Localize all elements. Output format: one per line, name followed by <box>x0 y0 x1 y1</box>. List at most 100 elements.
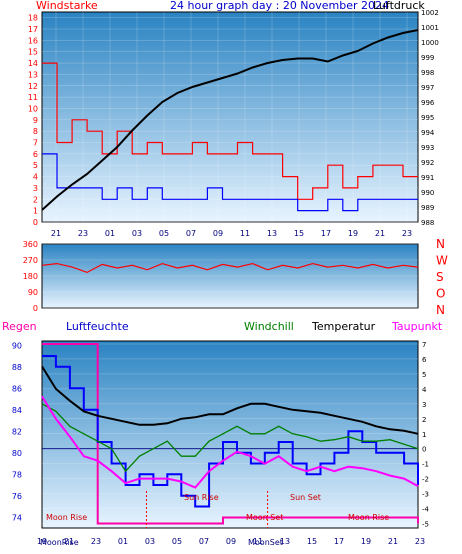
compass-label: O <box>436 287 445 301</box>
series-dewpoint <box>41 395 419 489</box>
y-right-tick: 990 <box>421 189 434 197</box>
series-wind-speed <box>42 153 418 212</box>
y-right-tick: 988 <box>421 219 434 227</box>
compass-label: S <box>436 270 444 284</box>
y-right-tick: 997 <box>421 84 434 92</box>
y-left-tick: 12 <box>28 82 38 91</box>
y-left-tick: 5 <box>33 161 38 170</box>
y-temp-tick: 4 <box>422 386 427 394</box>
y-left-tick: 18 <box>28 14 38 23</box>
series-wind-direction <box>41 262 419 274</box>
y-temp-tick: -1 <box>422 461 429 469</box>
y-temp-tick: 5 <box>422 371 426 379</box>
x-tick: 05 <box>172 537 182 546</box>
x-tick: 05 <box>159 229 169 238</box>
series-humidity <box>42 355 419 508</box>
x-tick: 21 <box>375 229 385 238</box>
y-left-tick: 13 <box>28 70 38 79</box>
y-left-tick: 9 <box>33 116 38 125</box>
y-right-tick: 989 <box>421 204 434 212</box>
y-temp-tick: 1 <box>422 431 426 439</box>
series-pressure <box>41 29 419 211</box>
y-left-tick: 16 <box>28 36 38 45</box>
y-humidity-tick: 80 <box>12 449 22 458</box>
x-tick: 01 <box>118 537 128 546</box>
series-title: Luftfeuchte <box>66 320 129 333</box>
y-humidity-tick: 82 <box>12 427 22 436</box>
y-humidity-tick: 88 <box>12 363 22 372</box>
annotation: Moon Set <box>246 513 283 522</box>
x-tick: 03 <box>145 537 155 546</box>
annotation: Moon Rise <box>348 513 389 522</box>
y-left-tick: 11 <box>28 93 38 102</box>
y-dir-tick: 90 <box>28 288 38 297</box>
y-temp-tick: 6 <box>422 356 427 364</box>
y-humidity-tick: 74 <box>12 513 22 522</box>
series-windchill <box>41 403 419 473</box>
moon-rise-label: MoonRise <box>40 538 79 547</box>
y-dir-tick: 270 <box>23 256 38 265</box>
series-temperature <box>41 365 419 435</box>
series-wind-gust <box>42 62 418 200</box>
x-tick: 19 <box>361 537 371 546</box>
x-tick: 11 <box>253 537 263 546</box>
windstarke-title: Windstarke <box>36 0 98 12</box>
y-temp-tick: 0 <box>422 446 426 454</box>
luftdruck-title: Luftdruck <box>373 0 425 12</box>
y-left-tick: 15 <box>28 48 38 57</box>
y-temp-tick: -2 <box>422 476 429 484</box>
x-tick: 21 <box>388 537 398 546</box>
y-right-tick: 992 <box>421 159 434 167</box>
x-tick: 23 <box>415 537 425 546</box>
y-right-tick: 994 <box>421 129 435 137</box>
y-left-tick: 1 <box>33 207 38 216</box>
compass-label: N <box>436 303 445 317</box>
x-tick: 11 <box>240 229 250 238</box>
series-title: Windchill <box>244 320 294 333</box>
x-tick: 03 <box>132 229 142 238</box>
y-humidity-tick: 90 <box>12 341 22 350</box>
y-left-tick: 8 <box>33 127 38 136</box>
series-regen <box>42 343 419 525</box>
x-tick: 15 <box>294 229 304 238</box>
y-right-tick: 1000 <box>421 39 439 47</box>
plot-area-wind <box>41 11 419 223</box>
y-left-tick: 10 <box>28 104 38 113</box>
series-title: Taupunkt <box>391 320 443 333</box>
x-tick: 07 <box>199 537 209 546</box>
annotation: Moon Rise <box>46 513 87 522</box>
x-tick: 07 <box>186 229 196 238</box>
y-left-tick: 7 <box>33 139 38 148</box>
compass-label: N <box>436 237 445 251</box>
y-temp-tick: -4 <box>422 506 430 514</box>
y-temp-tick: 3 <box>422 401 426 409</box>
y-humidity-tick: 86 <box>12 384 22 393</box>
y-temp-tick: 7 <box>422 341 426 349</box>
y-left-tick: 3 <box>33 184 38 193</box>
y-dir-tick: 360 <box>23 240 38 249</box>
x-tick: 21 <box>64 537 74 546</box>
y-temp-tick: -3 <box>422 491 429 499</box>
y-right-tick: 1001 <box>421 24 439 32</box>
chart-title: 24 hour graph day : 20 November 2024 <box>170 0 389 12</box>
x-tick: 17 <box>321 229 331 238</box>
x-tick: 01 <box>105 229 115 238</box>
y-left-tick: 4 <box>33 173 38 182</box>
y-right-tick: 999 <box>421 54 434 62</box>
y-temp-tick: 2 <box>422 416 426 424</box>
regen-title: Regen <box>2 320 37 333</box>
y-humidity-tick: 78 <box>12 470 22 479</box>
y-temp-tick: -5 <box>422 521 429 529</box>
x-tick: 09 <box>213 229 223 238</box>
x-tick: 15 <box>307 537 317 546</box>
y-dir-tick: 0 <box>33 304 38 313</box>
x-tick: 19 <box>37 537 47 546</box>
y-humidity-tick: 84 <box>12 406 22 415</box>
y-left-tick: 6 <box>33 150 38 159</box>
x-tick: 09 <box>226 537 236 546</box>
y-left-tick: 0 <box>33 218 38 227</box>
annotation: Sun Rise <box>184 493 219 502</box>
x-tick: 17 <box>334 537 344 546</box>
plot-area-temperature <box>41 340 419 529</box>
